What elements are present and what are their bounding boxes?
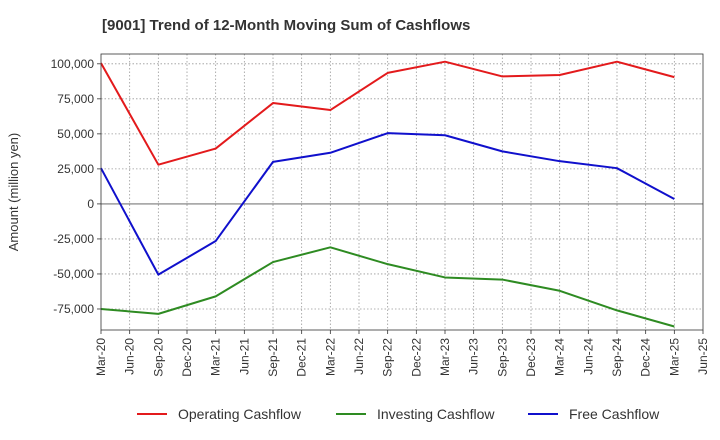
y-tick-label: 75,000 [57,92,94,106]
x-tick-label: Dec-20 [180,338,194,377]
series-line-investing-cashflow [100,246,675,328]
series-line-free-cashflow [100,132,675,276]
x-tick-label: Mar-22 [323,338,337,376]
chart-title: [9001] Trend of 12-Month Moving Sum of C… [102,17,470,34]
grid [101,54,703,330]
x-tick-label: Sep-22 [381,338,395,377]
legend: Operating Cashflow Investing Cashflow Free… [137,406,660,422]
x-tick-label: Sep-24 [610,338,624,377]
x-tick-label: Dec-24 [639,338,653,377]
legend-label-free-cashflow: Free Cashflow [569,406,660,422]
y-tick-label: -50,000 [53,267,94,281]
y-tick-label: 100,000 [51,57,95,71]
y-tick-label: -25,000 [53,232,94,246]
x-tick-label: Sep-23 [495,338,509,377]
y-tick-label: 25,000 [57,162,94,176]
y-tick-label: 50,000 [57,127,94,141]
x-tick-label: Jun-22 [352,338,366,375]
y-axis-label: Amount (million yen) [6,133,21,252]
x-tick-label: Jun-23 [467,338,481,375]
x-tick-label: Dec-23 [524,338,538,377]
x-tick-label: Sep-21 [266,338,280,377]
x-tick-label: Jun-21 [237,338,251,375]
y-axis-ticks: -75,000 -50,000 -25,000 0 25,000 50,000 75,000… [51,57,101,316]
x-tick-label: Mar-25 [667,338,681,376]
x-tick-label: Mar-21 [209,338,223,376]
y-tick-label: -75,000 [53,302,94,316]
plot-area [101,54,703,330]
series-lines [100,60,675,328]
x-tick-label: Mar-20 [94,338,108,376]
x-axis-ticks: Mar-20 Jun-20 Sep-20 Dec-20 Mar-21 Jun-21 Sep-… [94,330,710,377]
legend-label-investing-cashflow: Investing Cashflow [377,406,495,422]
x-tick-label: Jun-25 [696,338,710,375]
series-line-operating-cashflow [100,60,675,166]
plot-frame [100,53,704,331]
x-tick-label: Mar-24 [553,338,567,376]
x-tick-label: Mar-23 [438,338,452,376]
x-tick-label: Jun-24 [581,338,595,375]
x-tick-label: Dec-21 [295,338,309,377]
x-tick-label: Dec-22 [409,338,423,377]
legend-label-operating-cashflow: Operating Cashflow [178,406,302,422]
x-tick-label: Sep-20 [151,338,165,377]
y-tick-label: 0 [87,197,94,211]
x-tick-label: Jun-20 [123,338,137,375]
